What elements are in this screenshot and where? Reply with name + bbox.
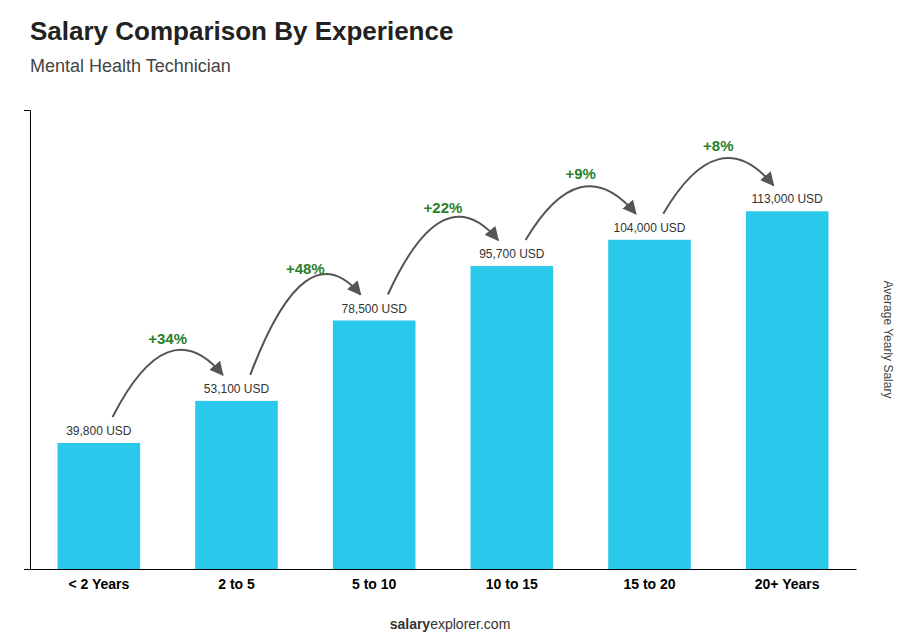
x-tick-label: < 2 Years: [68, 576, 129, 592]
change-label: +48%: [286, 260, 325, 277]
plot-area: < 2 Years 2 to 5 5 to 10 10 to 15 15 to 20 20…: [24, 111, 857, 592]
data-label: 39,800 USD: [66, 424, 132, 438]
x-tick: 2 to 5: [218, 576, 255, 592]
y-axis-line: [24, 111, 31, 570]
data-label: 113,000 USD: [752, 192, 823, 206]
title: Salary Comparison By Experience: [30, 16, 453, 46]
bar: [746, 211, 829, 569]
bar: [333, 321, 416, 569]
x-tick-label: 10 to 15: [486, 576, 538, 592]
x-tick: 15 to 20: [623, 576, 675, 592]
x-tick-label: 2 to 5: [218, 576, 255, 592]
x-tick: < 2 Years: [68, 576, 129, 592]
change-arrow: [526, 186, 636, 240]
data-label: 53,100 USD: [204, 382, 270, 396]
x-tick: 10 to 15: [486, 576, 538, 592]
change-label: +22%: [424, 199, 463, 216]
x-tick-label: 5 to 10: [352, 576, 397, 592]
bar: [58, 443, 141, 569]
y-axis-label: Average Yearly Salary: [881, 281, 895, 399]
bar: [471, 266, 554, 569]
change-arrow: [250, 274, 360, 375]
x-tick: 5 to 10: [352, 576, 397, 592]
change-label: +34%: [148, 330, 187, 347]
footer: salaryexplorer.com: [390, 616, 511, 632]
x-tick-label: 20+ Years: [755, 576, 820, 592]
footer-part: explorer.com: [430, 616, 510, 632]
x-tick-label: 15 to 20: [623, 576, 675, 592]
subtitle: Mental Health Technician: [30, 56, 231, 76]
annotations: +34% +48% +22% +9% +8%: [113, 137, 774, 417]
change-label: +8%: [703, 137, 733, 154]
data-label: 104,000 USD: [613, 221, 685, 235]
data-label: 95,700 USD: [479, 247, 545, 261]
change-arrow: [388, 217, 498, 295]
x-axis-line: [31, 569, 857, 570]
change-arrow: [113, 350, 223, 417]
x-tick: 20+ Years: [755, 576, 820, 592]
bar: [195, 401, 278, 569]
footer-part: salary: [390, 616, 431, 632]
change-arrow: [663, 158, 773, 214]
y-axis: [24, 111, 31, 570]
bar: [608, 240, 691, 569]
data-labels: 39,800 USD 53,100 USD 78,500 USD 95,700 USD…: [66, 192, 823, 438]
chart: Salary Comparison By Experience Mental He…: [0, 0, 900, 641]
data-label: 78,500 USD: [341, 302, 407, 316]
change-label: +9%: [565, 165, 595, 182]
bars: [58, 211, 829, 569]
x-axis: < 2 Years 2 to 5 5 to 10 10 to 15 15 to 20 20…: [31, 570, 857, 592]
